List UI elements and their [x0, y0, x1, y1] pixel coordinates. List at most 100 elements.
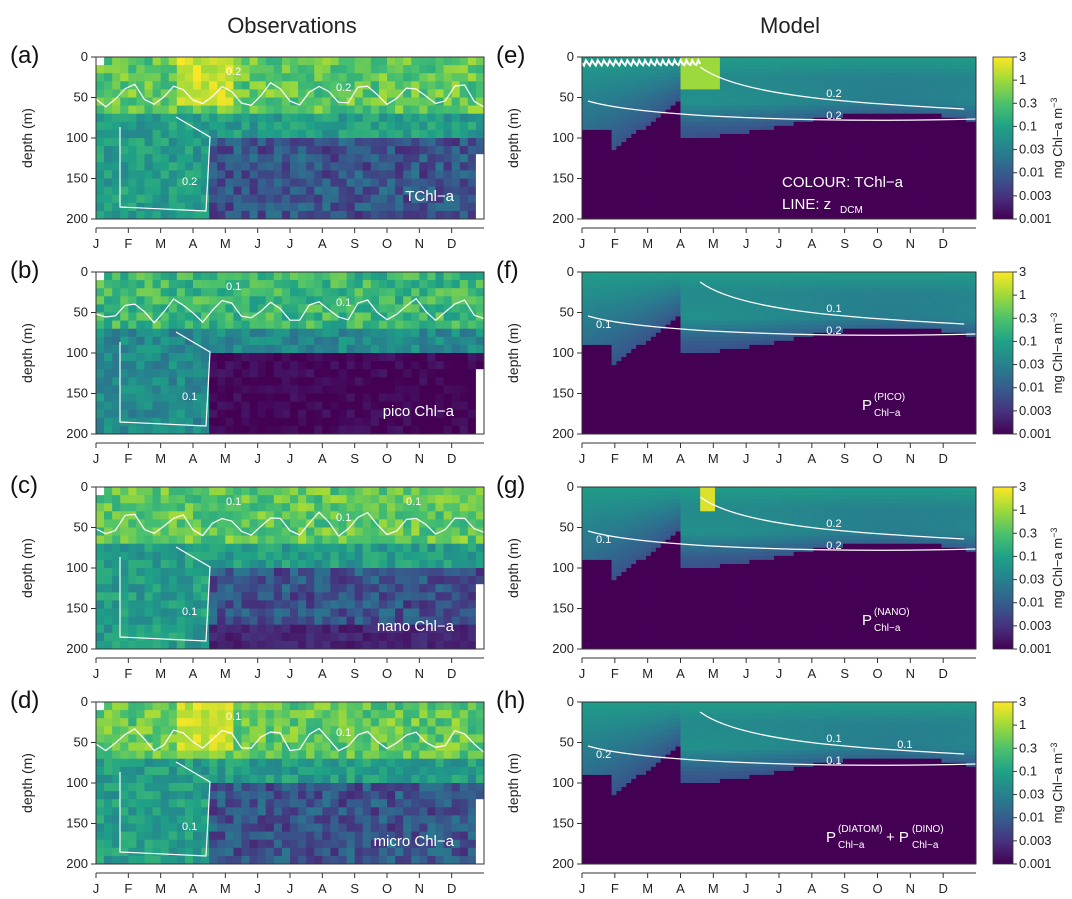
heatmap-cell	[241, 559, 251, 569]
heatmap-cell	[596, 198, 603, 204]
heatmap-cell	[120, 799, 129, 808]
heatmap-cell	[596, 81, 603, 86]
heatmap-cell	[225, 503, 234, 512]
heatmap-cell	[290, 154, 299, 163]
heatmap-cell	[160, 272, 170, 281]
heatmap-cell	[459, 288, 469, 297]
heatmap-cell	[346, 584, 356, 593]
heatmap-cell	[641, 206, 647, 212]
heatmap-cell	[451, 377, 461, 386]
heatmap-cell	[338, 393, 348, 403]
heatmap-cell	[419, 344, 428, 354]
title-observations: Observations	[227, 13, 357, 38]
heatmap-cell	[362, 519, 372, 528]
heatmap-cell	[201, 734, 210, 743]
heatmap-cell	[193, 186, 202, 196]
heatmap-cell	[387, 202, 396, 212]
heatmap-cell	[104, 178, 113, 188]
heatmap-cell	[120, 312, 129, 322]
heatmap-cell	[338, 361, 348, 370]
heatmap-cell	[660, 178, 667, 184]
heatmap-cell	[160, 750, 170, 760]
heatmap-cell	[443, 608, 453, 618]
heatmap-cell	[443, 361, 453, 370]
heatmap-cell	[298, 186, 307, 196]
heatmap-cell	[314, 312, 323, 322]
heatmap-cell	[257, 608, 267, 618]
heatmap-cell	[451, 632, 461, 642]
heatmap-cell	[606, 121, 613, 127]
heatmap-cell	[176, 608, 186, 618]
heatmap-cell	[225, 855, 234, 865]
heatmap-cell	[695, 206, 701, 212]
heatmap-cell	[435, 344, 445, 354]
heatmap-cell	[96, 121, 105, 131]
heatmap-cell	[176, 393, 186, 403]
heatmap-cell	[120, 600, 129, 609]
heatmap-cell	[403, 89, 412, 98]
heatmap-cell	[346, 113, 356, 123]
heatmap-cell	[104, 369, 113, 378]
heatmap-cell	[152, 113, 162, 123]
heatmap-cell	[265, 640, 275, 650]
heatmap-cell	[306, 791, 315, 800]
heatmap-cell	[354, 320, 364, 330]
heatmap-cell	[241, 409, 251, 419]
heatmap-cell	[665, 206, 672, 212]
heatmap-cell	[370, 377, 380, 386]
heatmap-cell	[362, 146, 372, 155]
heatmap-cell	[346, 750, 356, 760]
heatmap-cell	[273, 640, 283, 650]
heatmap-cell	[443, 417, 453, 427]
heatmap-cell	[435, 280, 445, 289]
heatmap-cell	[241, 815, 251, 824]
heatmap-cell	[378, 320, 388, 330]
heatmap-cell	[338, 791, 348, 800]
heatmap-cell	[646, 101, 652, 107]
heatmap-cell	[670, 170, 677, 175]
heatmap-cell	[626, 174, 632, 179]
heatmap-cell	[395, 718, 404, 727]
heatmap-cell	[387, 487, 396, 496]
heatmap-cell	[176, 815, 186, 824]
heatmap-cell	[467, 608, 477, 618]
heatmap-cell	[636, 65, 642, 70]
x-tick-label: A	[189, 236, 198, 251]
heatmap-cell	[616, 57, 622, 62]
contour-label: 0.1	[336, 297, 351, 309]
heatmap-cell	[330, 353, 339, 362]
heatmap-cell	[354, 377, 364, 386]
heatmap-cell	[621, 202, 627, 208]
heatmap-cell	[201, 57, 210, 66]
heatmap-cell	[136, 742, 145, 752]
heatmap-cell	[650, 77, 657, 82]
heatmap-cell	[281, 89, 291, 98]
heatmap-cell	[680, 174, 686, 179]
heatmap-cell	[370, 138, 380, 147]
heatmap-cell	[419, 831, 428, 841]
heatmap-cell	[354, 328, 364, 338]
heatmap-cell	[112, 519, 121, 528]
x-tick-label: M	[220, 236, 231, 251]
heatmap-cell	[354, 734, 364, 743]
heatmap-cell	[281, 288, 291, 297]
heatmap-cell	[675, 121, 681, 127]
heatmap-cell	[378, 272, 388, 281]
heatmap-cell	[281, 616, 291, 626]
heatmap-cell	[459, 855, 469, 865]
heatmap-cell	[378, 97, 388, 107]
heatmap-cell	[675, 166, 681, 171]
heatmap-cell	[209, 718, 218, 727]
heatmap-cell	[281, 57, 291, 66]
heatmap-cell	[370, 312, 380, 322]
heatmap-cell	[660, 166, 667, 171]
heatmap-cell	[290, 608, 299, 618]
heatmap-cell	[273, 584, 283, 593]
heatmap-cell	[314, 320, 323, 330]
heatmap-cell	[152, 353, 162, 362]
heatmap-cell	[443, 543, 453, 553]
heatmap-cell	[225, 417, 234, 427]
heatmap-cell	[419, 385, 428, 394]
heatmap-cell	[136, 296, 145, 305]
heatmap-cell	[314, 616, 323, 626]
